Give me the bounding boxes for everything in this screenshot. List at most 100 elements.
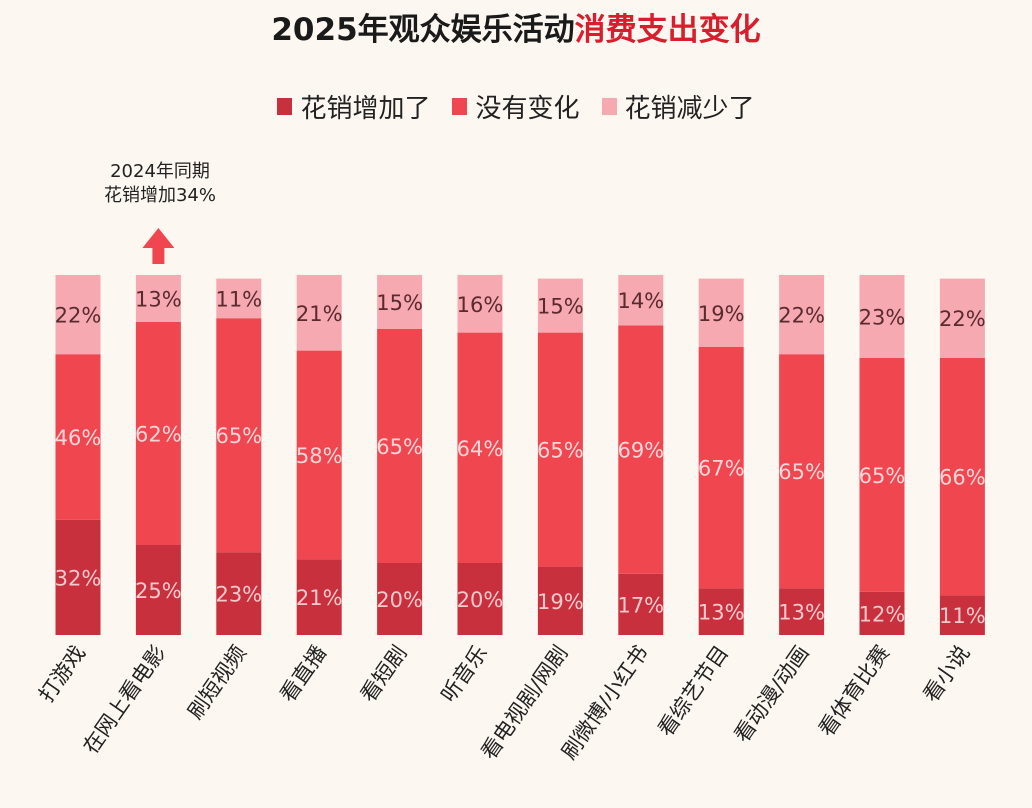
bar-segment-nochange: [216, 318, 262, 553]
legend-swatch: [601, 98, 617, 115]
title-main: 2025年观众娱乐活动: [271, 12, 575, 48]
data-label: 65%: [215, 424, 262, 448]
legend-label: 花销增加了: [300, 94, 431, 124]
bar-segment-decrease: [457, 275, 503, 333]
bar-segment-nochange: [698, 347, 744, 589]
bar-segment-decrease: [216, 278, 262, 319]
data-label: 46%: [55, 426, 102, 450]
category-label: 听音乐: [436, 641, 492, 706]
bar-segment-decrease: [939, 278, 985, 358]
data-label: 23%: [215, 583, 262, 607]
bar-segment-decrease: [377, 275, 423, 329]
legend-item-increase: 花销增加了: [277, 88, 430, 125]
chart-title: 2025年观众娱乐活动消费支出变化: [0, 4, 1032, 49]
legend-label: 花销减少了: [624, 94, 755, 124]
category-label: 在网上看电影: [79, 641, 171, 758]
category-label: 看小说: [919, 641, 975, 706]
bar-segment-nochange: [457, 332, 503, 563]
title-highlight: 消费支出变化: [574, 12, 761, 48]
data-label: 65%: [537, 439, 584, 463]
bar-segment-increase: [296, 559, 342, 635]
data-label: 22%: [778, 304, 825, 328]
bar-segment-decrease: [135, 275, 181, 322]
bar-segment-increase: [377, 563, 423, 635]
annotation-note: 2024年同期 花销增加34%: [60, 160, 260, 208]
bar-segment-increase: [939, 595, 985, 635]
bar-segment-increase: [859, 591, 905, 635]
category-label: 看综艺节目: [653, 641, 733, 741]
bar-segment-decrease: [779, 275, 825, 355]
data-label: 66%: [939, 466, 986, 490]
up-arrow-icon: [142, 228, 175, 264]
category-label: 看体育比赛: [814, 641, 894, 741]
data-label: 21%: [296, 302, 343, 326]
category-label: 看短剧: [356, 641, 412, 706]
legend-item-decrease: 花销减少了: [601, 88, 755, 125]
data-label: 22%: [939, 307, 986, 331]
data-label: 19%: [698, 302, 745, 326]
bar-segment-increase: [537, 566, 583, 635]
legend-label: 没有变化: [475, 94, 580, 124]
category-label: 看动漫/动画: [730, 641, 814, 747]
data-label: 14%: [617, 289, 664, 313]
data-label: 62%: [135, 422, 182, 446]
bar-segment-decrease: [296, 275, 342, 351]
data-label: 22%: [55, 304, 102, 328]
data-label: 65%: [376, 435, 423, 459]
legend: 花销增加了 没有变化 花销减少了: [0, 88, 1032, 125]
data-label: 15%: [376, 291, 423, 315]
data-label: 20%: [376, 588, 423, 612]
bar-segment-increase: [55, 519, 101, 635]
data-label: 16%: [457, 293, 504, 317]
bar-segment-nochange: [618, 325, 664, 574]
legend-item-nochange: 没有变化: [452, 88, 580, 125]
data-label: 25%: [135, 579, 182, 603]
data-label: 58%: [296, 444, 343, 468]
annotation-line2: 花销增加34%: [103, 185, 216, 206]
bar-segment-decrease: [55, 275, 101, 355]
data-label: 13%: [135, 287, 182, 311]
bar-segment-increase: [618, 573, 664, 635]
category-label: 刷微博/小红书: [557, 641, 653, 764]
data-label: 65%: [778, 460, 825, 484]
bar-segment-increase: [698, 588, 744, 635]
bar-segment-nochange: [296, 350, 342, 560]
data-label: 69%: [617, 439, 664, 463]
data-label: 15%: [537, 295, 584, 319]
bar-segment-increase: [457, 563, 503, 635]
data-label: 13%: [698, 601, 745, 625]
legend-swatch: [277, 98, 293, 115]
data-label: 65%: [859, 464, 906, 488]
category-label: 看直播: [276, 641, 332, 706]
data-label: 13%: [778, 601, 825, 625]
data-label: 23%: [859, 305, 906, 329]
category-label: 看电视剧/网剧: [477, 641, 573, 764]
bar-segment-nochange: [135, 321, 181, 545]
bar-segment-increase: [779, 588, 825, 635]
bar-segment-decrease: [859, 275, 905, 358]
data-label: 11%: [215, 287, 262, 311]
data-label: 32%: [55, 566, 102, 590]
annotation-line1: 2024年同期: [110, 161, 210, 182]
bar-segment-increase: [135, 545, 181, 635]
data-label: 17%: [617, 593, 664, 617]
data-label: 12%: [859, 602, 906, 626]
bar-segment-nochange: [939, 357, 985, 596]
bar-segment-decrease: [698, 278, 744, 347]
category-label: 刷短视频: [183, 641, 251, 724]
bar-segment-nochange: [377, 329, 423, 563]
bar-segment-nochange: [537, 332, 583, 567]
legend-swatch: [452, 98, 468, 115]
data-label: 19%: [537, 590, 584, 614]
bar-segment-nochange: [55, 354, 101, 520]
data-label: 21%: [296, 586, 343, 610]
bar-segment-decrease: [618, 275, 664, 326]
bar-segment-nochange: [859, 357, 905, 592]
bar-segment-decrease: [537, 278, 583, 333]
bar-segment-increase: [216, 552, 262, 635]
category-label: 打游戏: [34, 641, 90, 706]
data-label: 20%: [457, 588, 504, 612]
data-label: 11%: [939, 604, 986, 628]
bar-segment-nochange: [779, 354, 825, 589]
